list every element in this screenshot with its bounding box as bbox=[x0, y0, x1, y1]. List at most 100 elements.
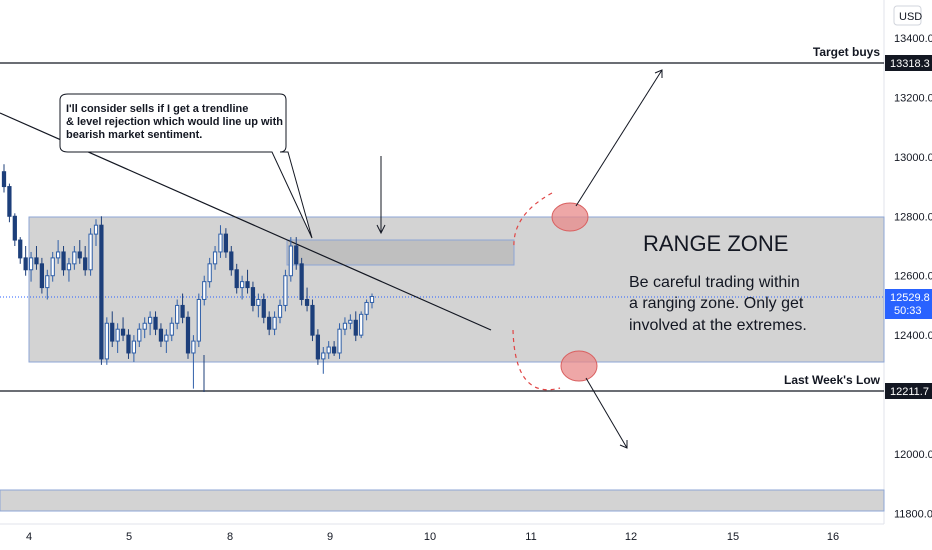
y-tick-label: 12000.0 bbox=[894, 449, 932, 461]
candle-body[interactable] bbox=[359, 313, 364, 336]
candle-body[interactable] bbox=[115, 328, 120, 342]
y-tick-label: 12800.0 bbox=[894, 211, 932, 223]
candle-body[interactable] bbox=[158, 328, 164, 342]
candle-body[interactable] bbox=[304, 298, 310, 306]
candle-body[interactable] bbox=[229, 251, 234, 271]
candle-body[interactable] bbox=[348, 319, 353, 324]
candle-body[interactable] bbox=[277, 304, 283, 318]
candle-body[interactable] bbox=[315, 334, 321, 360]
candle-body[interactable] bbox=[342, 322, 348, 330]
candle-body[interactable] bbox=[326, 346, 331, 354]
callout-line-1: I'll consider sells if I get a trendline bbox=[66, 103, 248, 115]
candle-body[interactable] bbox=[142, 322, 147, 330]
resistance-box[interactable] bbox=[286, 239, 515, 266]
candle-body[interactable] bbox=[288, 245, 293, 277]
candle-body[interactable] bbox=[7, 186, 12, 217]
candle-body[interactable] bbox=[250, 287, 256, 306]
candle-body[interactable] bbox=[153, 316, 158, 330]
down-arrow-icon bbox=[376, 156, 386, 235]
candle-body[interactable] bbox=[331, 346, 337, 354]
x-tick-label: 10 bbox=[424, 531, 436, 543]
y-tick-label: 12600.0 bbox=[894, 271, 932, 283]
candle-body[interactable] bbox=[267, 316, 272, 330]
candle-body[interactable] bbox=[28, 257, 34, 271]
current-price-pill: 12529.8 50:33 bbox=[885, 289, 932, 319]
y-axis-ticks: 13400.0 13200.0 13000.0 12800.0 12600.0 12400… bbox=[894, 33, 932, 520]
candle-body[interactable] bbox=[283, 275, 288, 306]
candle-body[interactable] bbox=[185, 316, 191, 354]
candle-body[interactable] bbox=[120, 328, 126, 336]
svg-text:USD: USD bbox=[899, 11, 922, 23]
candle-body[interactable] bbox=[234, 269, 239, 289]
price-axis[interactable] bbox=[884, 0, 932, 550]
candle-body[interactable] bbox=[369, 296, 375, 303]
x-tick-label: 12 bbox=[625, 531, 637, 543]
candle-body[interactable] bbox=[45, 275, 50, 289]
candle-body[interactable] bbox=[1, 171, 7, 188]
y-tick-label: 13000.0 bbox=[894, 152, 932, 164]
last-weeks-low-price-pill: 12211.7 bbox=[885, 383, 932, 399]
y-tick-label: 12400.0 bbox=[894, 330, 932, 342]
callout-line-3: bearish market sentiment. bbox=[66, 129, 202, 141]
candle-body[interactable] bbox=[321, 352, 326, 360]
candle-body[interactable] bbox=[202, 281, 207, 300]
candle-body[interactable] bbox=[104, 322, 109, 360]
candle-body[interactable] bbox=[23, 257, 28, 271]
candle-body[interactable] bbox=[180, 304, 185, 318]
candle-body[interactable] bbox=[169, 322, 174, 336]
candle-body[interactable] bbox=[196, 298, 201, 342]
candle-body[interactable] bbox=[110, 322, 115, 342]
target-buys-price-pill: 13318.3 bbox=[885, 55, 932, 71]
candle-body[interactable] bbox=[34, 257, 39, 265]
candle-body[interactable] bbox=[61, 251, 66, 271]
candle-body[interactable] bbox=[207, 263, 212, 283]
candle-body[interactable] bbox=[50, 257, 55, 277]
candle-body[interactable] bbox=[18, 239, 23, 259]
x-tick-label: 15 bbox=[727, 531, 739, 543]
x-axis-ticks: 4 5 8 9 10 11 12 15 16 bbox=[26, 531, 839, 543]
candle-body[interactable] bbox=[55, 251, 61, 259]
up-arrow-icon bbox=[575, 69, 663, 207]
candle-body[interactable] bbox=[83, 257, 88, 271]
candle-body[interactable] bbox=[131, 340, 137, 354]
candle-body[interactable] bbox=[39, 263, 45, 289]
currency-button[interactable]: USD bbox=[893, 5, 922, 26]
candle-body[interactable] bbox=[337, 328, 342, 354]
candle-body[interactable] bbox=[147, 316, 153, 324]
range-zone-line-1: Be careful trading within bbox=[629, 274, 800, 291]
candle-body[interactable] bbox=[126, 334, 131, 354]
candle-body[interactable] bbox=[212, 251, 218, 265]
candle-body[interactable] bbox=[191, 340, 196, 354]
candle-body[interactable] bbox=[261, 298, 266, 318]
candle-body[interactable] bbox=[256, 298, 261, 306]
callout-line-2: & level rejection which would line up wi… bbox=[66, 116, 283, 128]
candle-body[interactable] bbox=[364, 301, 369, 315]
lower-zone[interactable] bbox=[0, 489, 885, 512]
callout-note[interactable]: I'll consider sells if I get a trendline… bbox=[59, 93, 313, 239]
range-zone-line-3: involved at the extremes. bbox=[629, 317, 807, 334]
candle-body[interactable] bbox=[245, 281, 250, 289]
candle-body[interactable] bbox=[12, 215, 17, 241]
candle-body[interactable] bbox=[239, 281, 245, 289]
candle-body[interactable] bbox=[88, 233, 93, 271]
candle-body[interactable] bbox=[299, 263, 304, 300]
candle-body[interactable] bbox=[353, 319, 358, 336]
candle-body[interactable] bbox=[175, 304, 180, 324]
candle-body[interactable] bbox=[99, 224, 104, 360]
candle-body[interactable] bbox=[310, 304, 315, 336]
upper-extreme-ellipse bbox=[551, 202, 589, 232]
candle-body[interactable] bbox=[223, 233, 229, 253]
candle-body[interactable] bbox=[294, 245, 299, 265]
candle-body[interactable] bbox=[66, 263, 72, 271]
candle-body[interactable] bbox=[272, 316, 277, 330]
svg-text:13318.3: 13318.3 bbox=[890, 58, 930, 70]
candles[interactable] bbox=[1, 164, 375, 389]
candle-body[interactable] bbox=[77, 251, 82, 259]
candle-body[interactable] bbox=[72, 251, 77, 265]
candle-body[interactable] bbox=[218, 233, 223, 253]
candle-body[interactable] bbox=[137, 328, 142, 342]
candle-body[interactable] bbox=[164, 334, 169, 342]
candle-body[interactable] bbox=[93, 224, 99, 235]
